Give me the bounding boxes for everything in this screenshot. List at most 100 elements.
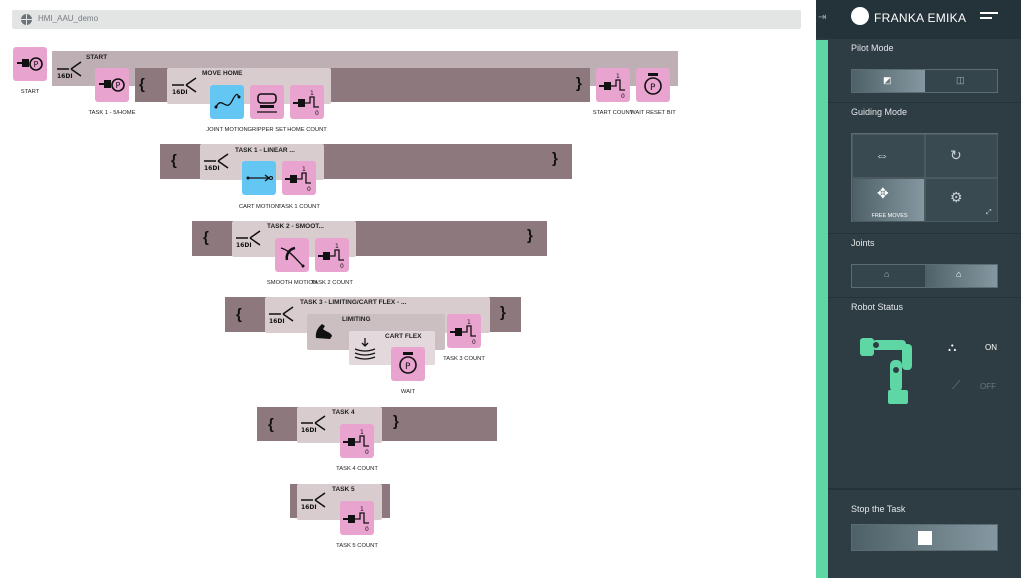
status-on-label: ON — [985, 343, 997, 352]
16di-label: 16DI — [57, 73, 73, 80]
cart-motion-icon — [246, 174, 273, 182]
count-bottom: 0 — [621, 93, 625, 100]
gripper-set-tile[interactable] — [250, 85, 284, 119]
joints-locked-icon[interactable]: ⌂ — [884, 269, 890, 279]
wait-tile[interactable]: P — [391, 347, 425, 381]
count-top: 1 — [302, 166, 306, 173]
loop-close-icon: } — [527, 227, 533, 244]
count-plug-icon: 10 — [343, 506, 369, 533]
start-group-label: START — [86, 54, 108, 61]
wait-icon: P — [399, 352, 417, 374]
free-moves-label: FREE MOVES — [871, 213, 908, 219]
robot-arm-icon — [860, 338, 912, 404]
smooth-motion-label: SMOOTH MOTION — [266, 280, 318, 286]
gripper-set-label: GRIPPER SET — [247, 127, 287, 133]
task1-home-tile[interactable]: P — [95, 68, 129, 102]
count-bottom: 0 — [315, 110, 319, 117]
robot-status-section: Robot Status — [828, 297, 1021, 317]
16di-branch-icon: 16DI — [204, 153, 229, 172]
task5-count-label: TASK 5 COUNT — [336, 543, 378, 549]
loop-open-icon: { — [203, 229, 209, 246]
pilot-pad-icon: ◩ — [883, 75, 892, 85]
status-off-label: OFF — [980, 382, 996, 391]
16di-branch-icon: 16DI — [236, 230, 261, 249]
joint-motion-icon — [214, 93, 241, 109]
count-top: 1 — [310, 90, 314, 97]
limiting-label: LIMITING — [342, 316, 371, 323]
joints-toggle[interactable]: ⌂ ⌂ — [851, 264, 998, 288]
count-top: 1 — [335, 243, 339, 250]
joints-unlocked-option[interactable]: ⌂ — [925, 265, 997, 287]
count-plug-icon: 10 — [318, 243, 344, 270]
cart-flex-icon — [354, 338, 376, 360]
free-moves-icon: ✥ — [877, 185, 889, 201]
brakes-icon: ⛬ — [948, 340, 957, 354]
program-canvas: HMI_AAU_demo P START START 16DI P TASK 1… — [12, 10, 801, 549]
wait-reset-bit-tile[interactable]: P — [636, 68, 670, 102]
loop-close-icon: } — [576, 75, 582, 92]
task4-label: TASK 4 — [332, 409, 355, 416]
16di-label: 16DI — [172, 89, 188, 96]
franka-logo-icon — [851, 7, 869, 25]
gripper-rotate-icon: ↻ — [950, 147, 962, 163]
svg-text:P: P — [650, 83, 656, 93]
guiding-user-option[interactable]: ⚙ ⤢ — [925, 178, 998, 222]
tool-icon: ⟋ — [952, 378, 961, 392]
16di-branch-icon: 16DI — [269, 306, 294, 325]
count-plug-icon: 10 — [599, 73, 625, 100]
cart-motion-label: CART MOTION — [238, 204, 280, 210]
count-plug-icon: 10 — [293, 90, 319, 117]
16di-branch-icon: 16DI — [301, 415, 326, 434]
count-top: 1 — [467, 319, 471, 326]
pilot-mode-option-1[interactable]: ◩ — [852, 70, 925, 92]
stop-section: Stop the Task — [828, 488, 1021, 578]
stop-task-button[interactable] — [851, 524, 998, 551]
svg-text:P: P — [116, 81, 121, 90]
collapse-panel-icon[interactable]: ⇥ — [818, 12, 827, 23]
stop-icon — [918, 531, 932, 545]
guiding-translation-option[interactable]: ⇔ — [852, 134, 925, 178]
gear-icon: ⚙ — [950, 189, 963, 205]
loop-close-icon: } — [552, 150, 558, 167]
wait-plug-icon: P — [99, 78, 125, 92]
start-count-label: START COUNT — [592, 110, 634, 116]
count-bottom: 0 — [365, 449, 369, 456]
start-tile[interactable]: P — [13, 47, 47, 81]
count-bottom: 0 — [472, 339, 476, 346]
count-top: 1 — [616, 73, 620, 80]
task1-home-label: TASK 1 - 5/HOME — [88, 110, 136, 116]
gripper-translate-icon: ⇔ — [875, 147, 889, 163]
start-plug-icon: P — [17, 57, 43, 71]
count-bottom: 0 — [365, 526, 369, 533]
count-plug-icon: 10 — [343, 429, 369, 456]
task3-count-label: TASK 3 COUNT — [443, 356, 485, 362]
guiding-mode-section: Guiding Mode — [828, 102, 1021, 122]
loop-close-icon: } — [500, 304, 506, 321]
pilot-arm-icon[interactable]: ◫ — [956, 75, 965, 85]
move-home-label: MOVE HOME — [202, 70, 243, 77]
loop-open-icon: { — [268, 416, 274, 433]
guiding-free-moves-option[interactable]: ✥ FREE MOVES — [852, 178, 925, 222]
cart-motion-tile[interactable] — [242, 161, 276, 195]
16di-label: 16DI — [269, 318, 285, 325]
guiding-rotation-option[interactable]: ↻ — [925, 134, 998, 178]
cart-flex-label: CART FLEX — [385, 333, 422, 340]
smooth-motion-tile[interactable] — [275, 238, 309, 272]
start-tile-label: START — [20, 89, 40, 95]
robot-status-title: Robot Status — [851, 302, 904, 312]
loop-open-icon: { — [139, 76, 145, 93]
16di-label: 16DI — [301, 504, 317, 511]
joint-motion-label: JOINT MOTION — [206, 127, 248, 133]
home-count-label: HOME COUNT — [287, 127, 327, 133]
pilot-mode-toggle[interactable]: ◩ ◫ — [851, 69, 998, 93]
guiding-mode-title: Guiding Mode — [851, 107, 908, 117]
menu-icon[interactable] — [980, 12, 998, 22]
joint-motion-tile[interactable] — [210, 85, 244, 119]
